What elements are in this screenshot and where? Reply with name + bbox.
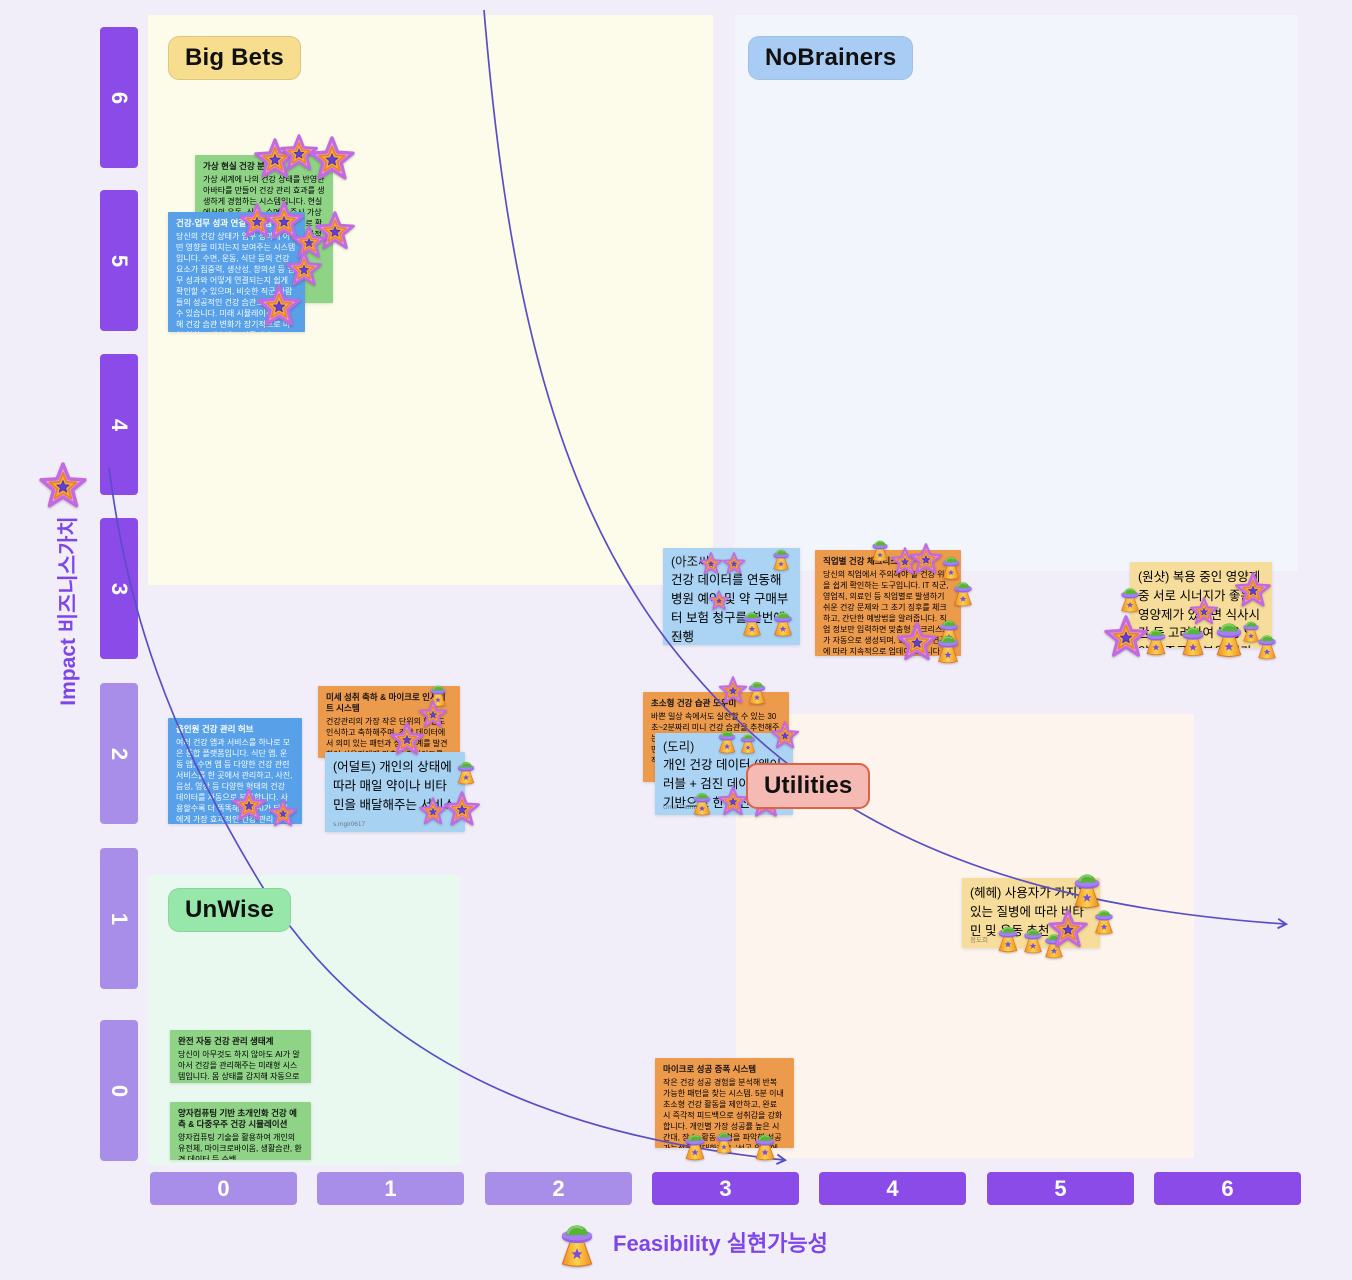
y-axis-tick-0: 0 [107,1084,132,1097]
note-body: 당신이 아무것도 하지 않아도 AI가 알아서 건강을 관리해주는 미래형 시스… [178,1050,300,1082]
ufo-sticker[interactable] [937,552,965,580]
note-title: 마이크로 성공 증폭 시스템 [663,1064,757,1074]
star-sticker[interactable] [231,788,267,824]
x-axis-block-4: 4 [819,1172,966,1205]
x-axis-tick-1: 1 [384,1175,397,1201]
x-axis-tick-0: 0 [217,1175,230,1201]
quadrant-label-unwise[interactable]: UnWise [168,888,291,932]
y-axis-block-0: 0 [100,1020,138,1161]
star-sticker[interactable] [717,786,749,818]
ufo-sticker[interactable] [688,788,716,816]
ufo-sticker[interactable] [711,1128,737,1154]
note-title: 완전 자동 건강 관리 생태계 [178,1036,274,1046]
note-body: 양자컴퓨팅 기술을 활용하여 개인의 유전체, 마이크로바이옴, 생활습관, 환… [178,1133,302,1160]
feasibility-axis-label: Feasibility 실현가능성 [613,1231,828,1256]
ufo-sticker[interactable] [736,730,760,754]
feasibility-ufo-icon [560,1224,594,1268]
ufo-sticker[interactable] [749,1129,781,1161]
ufo-sticker[interactable] [679,1129,711,1161]
y-axis-block-2: 2 [100,683,138,824]
star-sticker[interactable] [268,799,298,829]
quadrant-nobrainers-bg [735,15,1298,571]
x-axis-tick-2: 2 [552,1175,565,1201]
star-sticker[interactable] [699,552,723,576]
ufo-sticker[interactable] [948,577,978,607]
star-sticker[interactable] [256,284,302,330]
ufo-sticker[interactable] [931,630,965,664]
y-axis-block-3: 3 [100,518,138,659]
x-axis-block-2: 2 [485,1172,632,1205]
ufo-sticker[interactable] [1115,583,1145,613]
x-axis-tick-3: 3 [719,1175,732,1201]
feasibility-axis-legend: Feasibility 실현가능성 [551,1216,828,1268]
impact-star-icon [39,462,87,508]
note-author: 신은혜 [671,634,689,641]
ufo-sticker[interactable] [1252,630,1282,660]
star-sticker[interactable] [1047,909,1089,951]
ufo-sticker[interactable] [768,545,794,571]
impact-axis-label: Impact 비즈니스가치 [57,516,80,706]
y-axis-block-1: 1 [100,848,138,989]
star-sticker[interactable] [443,791,481,829]
ufo-sticker[interactable] [1066,867,1108,909]
quadrant-label-big-bets[interactable]: Big Bets [168,36,301,80]
y-axis-block-4: 4 [100,354,138,495]
x-axis-block-6: 6 [1154,1172,1301,1205]
star-sticker[interactable] [722,552,746,576]
y-axis-tick-1: 1 [107,912,132,925]
x-axis-block-5: 5 [987,1172,1134,1205]
y-axis-tick-6: 6 [107,91,132,104]
star-sticker[interactable] [770,721,800,751]
x-axis-block-3: 3 [652,1172,799,1205]
star-sticker[interactable] [308,136,356,184]
note-title: 올인원 건강 관리 허브 [176,724,254,734]
y-axis-tick-3: 3 [107,582,132,595]
ufo-sticker[interactable] [452,757,480,785]
ufo-sticker[interactable] [737,607,767,637]
y-axis-tick-2: 2 [107,747,132,760]
note-author: 정도희 [970,937,988,944]
y-axis-block-5: 5 [100,190,138,331]
ufo-sticker[interactable] [768,607,798,637]
ufo-sticker[interactable] [743,677,771,705]
x-axis-tick-4: 4 [886,1175,899,1201]
note-body: 당신의 건강 상태가 업무 성과에 어떤 영향을 미치는지 보여주는 시스템입니… [176,232,296,332]
ufo-sticker[interactable] [1089,905,1119,935]
quadrant-label-nobrainers[interactable]: NoBrainers [748,36,914,80]
y-axis-tick-5: 5 [107,254,132,267]
star-sticker[interactable] [389,722,425,758]
x-axis-tick-6: 6 [1221,1175,1234,1201]
ufo-sticker[interactable] [1140,624,1172,656]
note-title: 가상 현실 건강 분신 [203,161,273,171]
y-axis-tick-4: 4 [107,418,132,431]
note-title: 건강-업무 성과 연결 시스템 [176,218,272,228]
note-title: 양자컴퓨팅 기반 초개인화 건강 예측 & 다중우주 건강 시뮬레이션 [178,1108,297,1130]
note-author: s.mgir0617 [333,821,366,828]
quadrant-label-utilities[interactable]: Utilities [746,763,871,809]
star-sticker[interactable] [708,590,730,612]
x-axis-block-1: 1 [317,1172,464,1205]
x-axis-tick-5: 5 [1054,1175,1067,1201]
ufo-sticker[interactable] [1175,621,1211,657]
y-axis-block-6: 6 [100,27,138,168]
x-axis-block-0: 0 [150,1172,297,1205]
star-sticker[interactable] [1234,572,1272,610]
